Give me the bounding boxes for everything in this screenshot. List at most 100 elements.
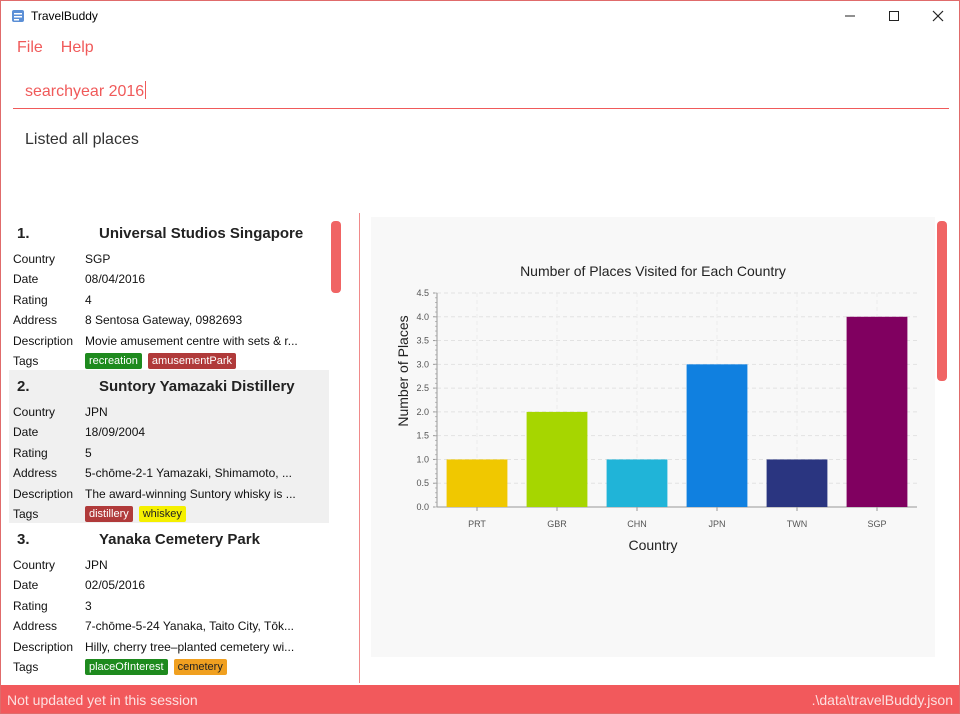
close-icon [932, 10, 943, 22]
title-bar[interactable]: TravelBuddy [1, 1, 959, 31]
chart-scrollbar-thumb[interactable] [937, 221, 947, 381]
tags-label: Tags [13, 507, 39, 521]
x-tick-label: CHN [627, 519, 647, 529]
rating-label: Rating [13, 446, 48, 460]
panel-divider[interactable] [359, 213, 360, 683]
menu-file[interactable]: File [17, 39, 43, 56]
x-tick-label: PRT [468, 519, 486, 529]
y-tick-label: 1.0 [416, 454, 429, 464]
date-value: 02/05/2016 [85, 578, 146, 592]
y-tick-label: 0.5 [416, 478, 429, 488]
description-label: Description [13, 334, 74, 348]
sync-status: Not updated yet in this session [7, 692, 198, 708]
place-name: Universal Studios Singapore [99, 225, 304, 242]
date-label: Date [13, 425, 39, 439]
menu-help[interactable]: Help [60, 39, 94, 56]
y-tick-label: 2.0 [416, 407, 429, 417]
place-list[interactable]: 1. Universal Studios Singapore Country S… [9, 217, 345, 679]
rating-value: 3 [85, 599, 92, 613]
description-value: Hilly, cherry tree–planted cemetery wi..… [85, 640, 295, 654]
country-label: Country [13, 405, 56, 419]
place-card[interactable]: 2. Suntory Yamazaki Distillery Country J… [9, 370, 329, 523]
maximize-icon [888, 11, 899, 21]
minimize-icon [844, 15, 855, 17]
y-tick-label: 2.5 [416, 383, 429, 393]
x-tick-label: SGP [867, 519, 886, 529]
description-label: Description [13, 487, 74, 501]
address-label: Address [13, 313, 58, 327]
bar-prt [446, 459, 508, 507]
tag-amusement-park: amusementPark [147, 353, 237, 369]
tag-list: placeOfInterest cemetery [85, 659, 227, 675]
description-value: Movie amusement centre with sets & r... [85, 334, 298, 348]
country-value: SGP [85, 252, 111, 266]
address-value: 7-chōme-5-24 Yanaka, Taito City, Tōk... [85, 619, 294, 633]
tag-whiskey: whiskey [138, 506, 186, 522]
text-caret [145, 81, 147, 99]
bar-sgp [846, 316, 908, 507]
minimize-button[interactable] [827, 1, 872, 31]
tag-list: distillery whiskey [85, 506, 186, 522]
rating-value: 5 [85, 446, 92, 460]
date-value: 08/04/2016 [85, 272, 146, 286]
bar-twn [766, 459, 828, 507]
command-text: searchyear 2016 [25, 83, 145, 100]
tag-list: recreation amusementPark [85, 353, 237, 369]
address-value: 5-chōme-2-1 Yamazaki, Shimamoto, ... [85, 466, 292, 480]
rating-value: 4 [85, 293, 92, 307]
place-card[interactable]: 3. Yanaka Cemetery Park Country JPN Date… [9, 523, 329, 676]
place-index: 2. [17, 378, 30, 395]
place-name: Yanaka Cemetery Park [99, 531, 260, 548]
place-index: 3. [17, 531, 30, 548]
tags-label: Tags [13, 354, 39, 368]
country-label: Country [13, 252, 56, 266]
menu-bar: File Help [17, 39, 94, 59]
maximize-button[interactable] [871, 1, 916, 31]
y-tick-label: 0.0 [416, 502, 429, 512]
save-location: .\data\travelBuddy.json [811, 692, 953, 708]
y-tick-label: 4.5 [416, 288, 429, 298]
place-name: Suntory Yamazaki Distillery [99, 378, 295, 395]
country-value: JPN [85, 558, 108, 572]
address-label: Address [13, 619, 58, 633]
bar-chn [606, 459, 668, 507]
y-tick-label: 3.5 [416, 336, 429, 346]
rating-label: Rating [13, 599, 48, 613]
status-bar: Not updated yet in this session .\data\t… [1, 685, 959, 713]
country-value: JPN [85, 405, 108, 419]
place-index: 1. [17, 225, 30, 242]
app-icon [12, 10, 24, 22]
tag-place-of-interest: placeOfInterest [85, 659, 168, 675]
country-label: Country [13, 558, 56, 572]
chart-panel: Number of Places Visited for Each Countr… [371, 217, 935, 657]
window-title: TravelBuddy [31, 9, 98, 23]
x-tick-label: JPN [708, 519, 725, 529]
rating-label: Rating [13, 293, 48, 307]
command-input[interactable]: searchyear 2016 [13, 73, 949, 109]
tag-recreation: recreation [85, 353, 142, 369]
date-label: Date [13, 578, 39, 592]
x-tick-label: TWN [787, 519, 808, 529]
bar-chart: 0.0 0.5 1.0 1.5 2.0 2.5 3.0 3.5 4.0 4.5 PRT GBR CHN J… [416, 288, 917, 529]
tag-cemetery: cemetery [173, 659, 227, 675]
chart-title: Number of Places Visited for Each Countr… [520, 263, 786, 279]
y-tick-label: 1.5 [416, 431, 429, 441]
bar-gbr [526, 411, 588, 507]
tag-distillery: distillery [85, 506, 133, 522]
chart-x-axis-label: Country [628, 537, 678, 553]
close-button[interactable] [915, 1, 960, 31]
tags-label: Tags [13, 660, 39, 674]
bar-jpn [686, 364, 748, 507]
date-label: Date [13, 272, 39, 286]
list-scrollbar-thumb[interactable] [331, 221, 341, 293]
address-value: 8 Sentosa Gateway, 0982693 [85, 313, 243, 327]
place-card[interactable]: 1. Universal Studios Singapore Country S… [9, 217, 329, 370]
x-tick-label: GBR [547, 519, 567, 529]
y-tick-label: 4.0 [416, 312, 429, 322]
date-value: 18/09/2004 [85, 425, 146, 439]
y-tick-label: 3.0 [416, 359, 429, 369]
description-label: Description [13, 640, 74, 654]
address-label: Address [13, 466, 58, 480]
result-message: Listed all places [25, 131, 139, 148]
